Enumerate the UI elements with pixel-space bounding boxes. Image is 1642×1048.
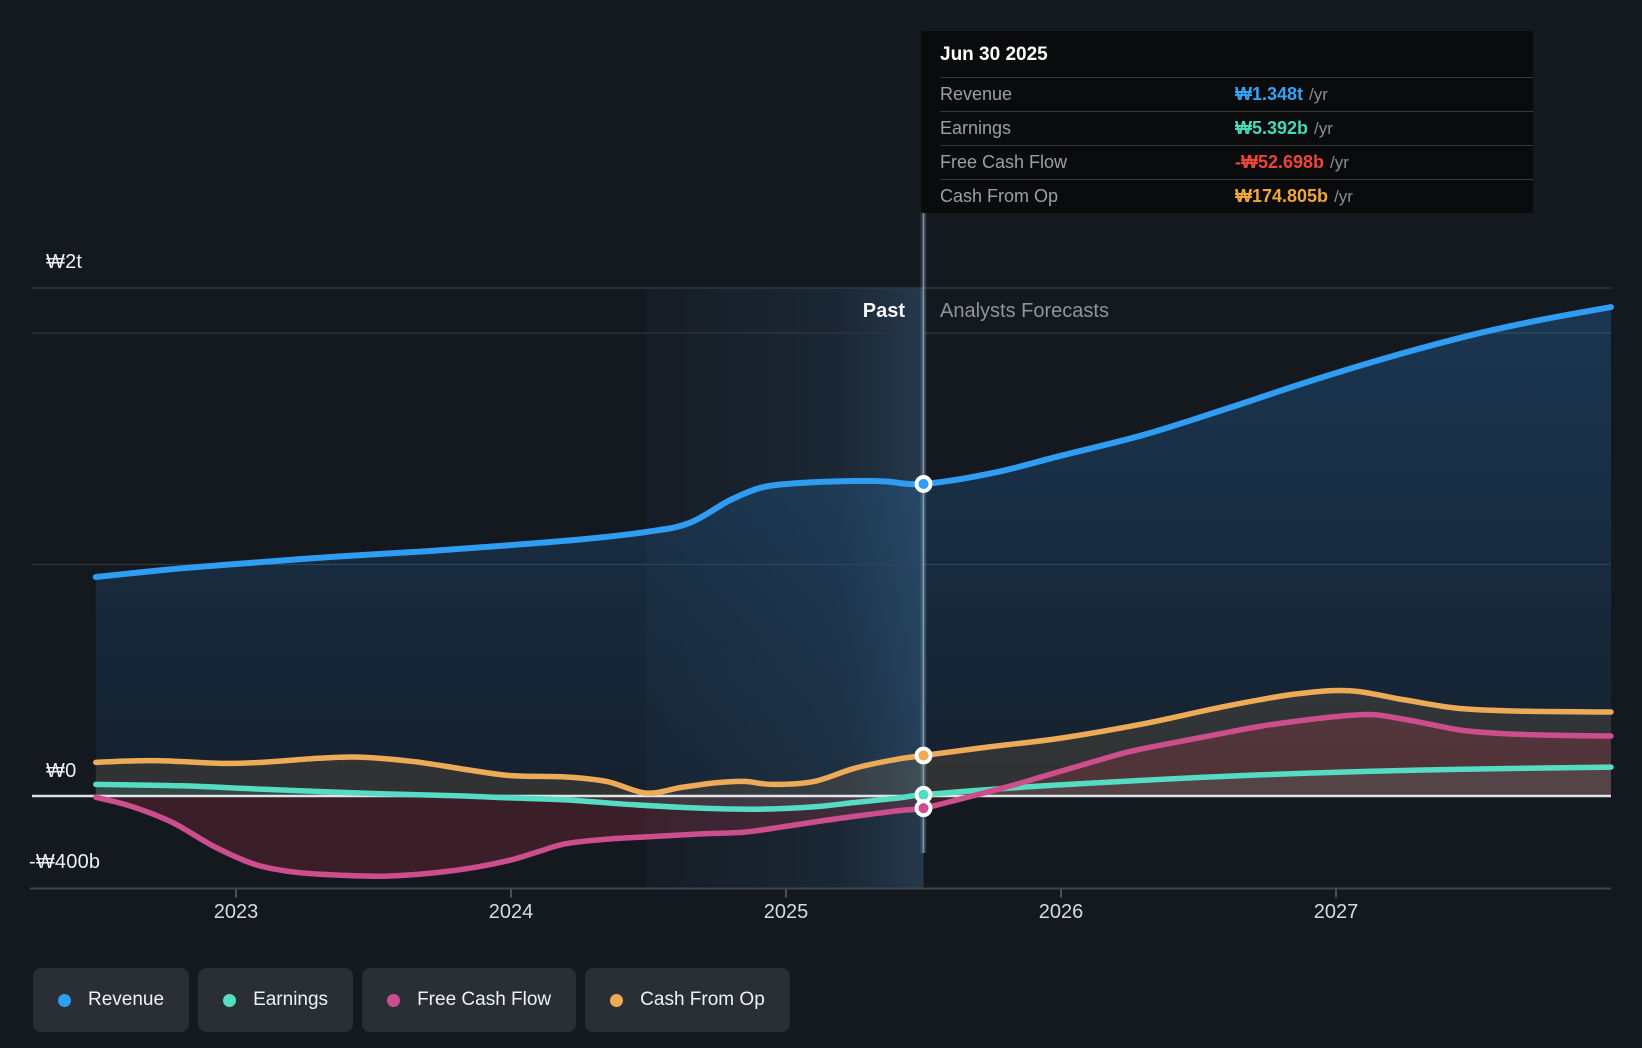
revenue-series-dot-icon [58, 993, 71, 1007]
legend-item-label: Cash From Op [640, 989, 765, 1010]
revenue-area [95, 307, 1611, 796]
cash-from-op-area [95, 690, 1611, 796]
chart-tooltip: Jun 30 2025 Revenue ₩1.348t/yr Earnings ₩5.… [921, 31, 1533, 213]
tooltip-rows: Revenue ₩1.348t/yr Earnings ₩5.392b/yr Free … [921, 77, 1533, 213]
legend-item-label: Revenue [88, 989, 165, 1010]
tooltip-row-unit: /yr [1309, 84, 1328, 104]
tooltip-row-earnings: Earnings ₩5.392b/yr [940, 111, 1533, 145]
tooltip-row-revenue: Revenue ₩1.348t/yr [940, 77, 1533, 111]
free-cash-flow-marker-dot[interactable] [914, 799, 933, 818]
legend-item-revenue[interactable]: Revenue [33, 968, 190, 1032]
legend-item-label: Free Cash Flow [417, 989, 552, 1010]
tooltip-row-value: ₩174.805b [1235, 186, 1329, 206]
tooltip-row-label: Free Cash Flow [940, 152, 1068, 172]
past-label: Past [862, 300, 905, 322]
earnings-series-dot-icon [223, 993, 237, 1007]
free-cash-flow-line[interactable] [93, 711, 1614, 879]
x-tick-label-2027: 2027 [1313, 901, 1359, 923]
cash-from-op-series-dot-icon [610, 993, 624, 1007]
revenue-line[interactable] [92, 304, 1614, 580]
tooltip-row-value: ₩5.392b [1235, 118, 1309, 138]
legend-item-earnings[interactable]: Earnings [198, 968, 354, 1032]
analysts-forecasts-label: Analysts Forecasts [940, 300, 1109, 322]
tooltip-row-unit: /yr [1334, 186, 1353, 206]
earnings-line[interactable] [93, 764, 1614, 812]
free-cash-flow-area [95, 714, 1611, 877]
tooltip-date: Jun 30 2025 [940, 44, 1048, 65]
legend-item-cash-from-op[interactable]: Cash From Op [585, 968, 790, 1032]
tooltip-row-label: Earnings [940, 118, 1012, 138]
tooltip-row-label: Revenue [940, 84, 1013, 104]
tooltip-row-cash-from-op: Cash From Op ₩174.805b/yr [940, 179, 1533, 213]
x-tick-label-2025: 2025 [763, 901, 809, 923]
y-tick-label-2000: ₩2t [46, 251, 83, 273]
tooltip-row-value: ₩1.348t [1235, 84, 1304, 104]
y-tick-label-0: ₩0 [46, 760, 77, 782]
tooltip-row-value: -₩52.698b [1235, 152, 1325, 172]
tooltip-row-label: Cash From Op [940, 186, 1059, 206]
cash-from-op-line[interactable] [93, 687, 1614, 796]
free-cash-flow-series-dot-icon [387, 993, 401, 1007]
y-tick-label--400: -₩400b [29, 851, 101, 873]
tooltip-row-unit: /yr [1314, 118, 1333, 138]
legend-item-free-cash-flow[interactable]: Free Cash Flow [362, 968, 577, 1032]
x-tick-label-2024: 2024 [488, 901, 534, 923]
tooltip-row-free-cash-flow: Free Cash Flow -₩52.698b/yr [940, 145, 1533, 179]
x-tick-label-2023: 2023 [213, 901, 259, 923]
chart-legend: Revenue Earnings Free Cash Flow Cash From O… [33, 968, 790, 1032]
revenue-marker-dot[interactable] [914, 475, 933, 493]
tooltip-row-unit: /yr [1330, 152, 1349, 172]
cash-from-op-marker-dot[interactable] [914, 746, 933, 765]
x-tick-label-2026: 2026 [1038, 901, 1084, 923]
legend-item-label: Earnings [253, 989, 329, 1010]
